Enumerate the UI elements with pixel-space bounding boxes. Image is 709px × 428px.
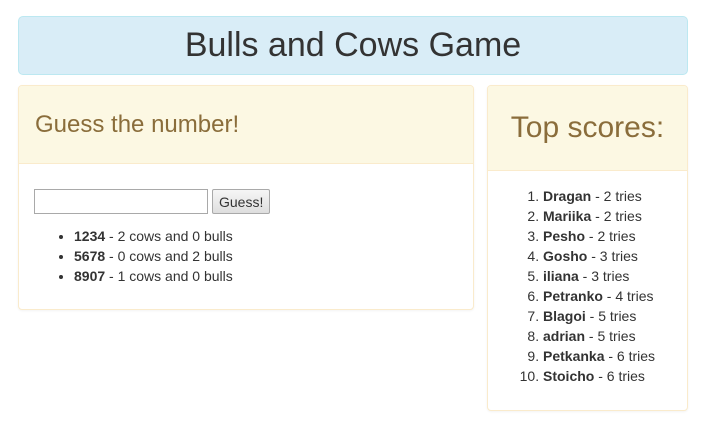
- guess-input[interactable]: [34, 189, 208, 214]
- guess-panel-heading: Guess the number!: [19, 86, 473, 164]
- top-scores-panel: Top scores: Dragan - 2 tries Mariika - 2…: [487, 85, 688, 411]
- guess-result-item: 5678 - 0 cows and 2 bulls: [74, 246, 458, 266]
- score-tries: - 4 tries: [602, 288, 654, 304]
- score-item: adrian - 5 tries: [543, 326, 687, 346]
- guess-result-text: - 2 cows and 0 bulls: [105, 228, 233, 244]
- player-name: Petkanka: [543, 348, 605, 364]
- guess-number: 1234: [74, 228, 106, 244]
- score-item: Mariika - 2 tries: [543, 206, 687, 226]
- score-tries: - 5 tries: [585, 308, 637, 324]
- top-scores-heading: Top scores:: [488, 86, 687, 171]
- score-item: Petranko - 4 tries: [543, 286, 687, 306]
- score-tries: - 6 tries: [594, 368, 645, 384]
- title-banner: Bulls and Cows Game: [18, 16, 688, 75]
- score-item: Petkanka - 6 tries: [543, 346, 687, 366]
- player-name: iliana: [543, 268, 579, 284]
- score-tries: - 3 tries: [587, 248, 638, 264]
- score-tries: - 5 tries: [585, 328, 636, 344]
- score-tries: - 3 tries: [578, 268, 630, 284]
- guess-result-item: 1234 - 2 cows and 0 bulls: [74, 226, 458, 246]
- score-item: Blagoi - 5 tries: [543, 306, 687, 326]
- score-item: Pesho - 2 tries: [543, 226, 687, 246]
- player-name: Dragan: [543, 188, 592, 204]
- guess-number: 8907: [74, 268, 106, 284]
- page-title: Bulls and Cows Game: [184, 26, 522, 64]
- guess-panel-title: Guess the number!: [35, 110, 240, 138]
- score-item: Gosho - 3 tries: [543, 246, 687, 266]
- score-tries: - 2 tries: [591, 188, 642, 204]
- guess-number: 5678: [74, 248, 106, 264]
- guess-panel: Guess the number! Guess! 1234 - 2 cows a…: [18, 85, 474, 310]
- player-name: Pesho: [543, 228, 586, 244]
- player-name: Petranko: [543, 288, 603, 304]
- guess-result-text: - 1 cows and 0 bulls: [105, 268, 233, 284]
- top-scores-list: Dragan - 2 tries Mariika - 2 tries Pesho…: [488, 186, 687, 386]
- player-name: Gosho: [543, 248, 588, 264]
- guess-panel-body: Guess! 1234 - 2 cows and 0 bulls 5678 - …: [19, 164, 473, 286]
- score-item: Stoicho - 6 tries: [543, 366, 687, 386]
- guess-form: Guess!: [34, 189, 458, 214]
- score-item: Dragan - 2 tries: [543, 186, 687, 206]
- score-tries: - 2 tries: [585, 228, 636, 244]
- player-name: Mariika: [543, 208, 592, 224]
- score-item: iliana - 3 tries: [543, 266, 687, 286]
- guess-result-text: - 0 cows and 2 bulls: [105, 248, 233, 264]
- guess-result-item: 8907 - 1 cows and 0 bulls: [74, 266, 458, 286]
- player-name: adrian: [543, 328, 586, 344]
- guess-button[interactable]: Guess!: [212, 189, 271, 214]
- player-name: Stoicho: [543, 368, 595, 384]
- player-name: Blagoi: [543, 308, 586, 324]
- score-tries: - 6 tries: [604, 348, 656, 364]
- top-scores-title: Top scores:: [510, 111, 665, 144]
- guess-results-list: 1234 - 2 cows and 0 bulls 5678 - 0 cows …: [34, 226, 458, 286]
- score-tries: - 2 tries: [591, 208, 642, 224]
